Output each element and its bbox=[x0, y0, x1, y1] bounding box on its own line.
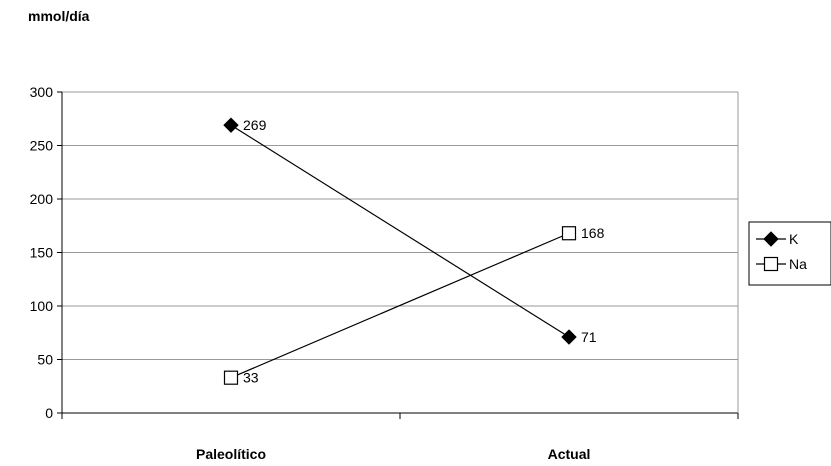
legend-label: K bbox=[789, 231, 799, 247]
series-k: 269 71 bbox=[223, 117, 597, 345]
legend-item-na: Na bbox=[756, 256, 807, 272]
series-line-k bbox=[230, 124, 570, 338]
data-point-k bbox=[561, 329, 577, 345]
x-category-labels: Paleolítico Actual bbox=[61, 413, 739, 462]
y-axis-unit-label: mmol/día bbox=[28, 8, 90, 24]
series-lines: 269 71 33 168 bbox=[223, 117, 605, 386]
legend-marker-k bbox=[763, 231, 779, 247]
data-point-na bbox=[561, 226, 577, 241]
y-tick-label: 200 bbox=[30, 191, 54, 207]
x-category-label: Actual bbox=[548, 446, 591, 462]
data-point-k bbox=[223, 117, 239, 133]
data-label-na: 168 bbox=[581, 225, 605, 241]
x-category-label: Paleolítico bbox=[196, 446, 266, 462]
y-tick-label: 50 bbox=[37, 352, 53, 368]
y-tick-label: 100 bbox=[30, 298, 54, 314]
gridlines bbox=[62, 91, 738, 360]
legend: K Na bbox=[748, 221, 831, 286]
y-tick-labels: 0 50 100 150 200 250 300 bbox=[30, 84, 62, 421]
y-tick-label: 150 bbox=[30, 245, 54, 261]
legend-marker-na bbox=[763, 256, 779, 272]
y-tick-label: 250 bbox=[30, 138, 54, 154]
series-na: 33 168 bbox=[223, 225, 605, 386]
y-tick-label: 300 bbox=[30, 84, 54, 100]
series-line-na bbox=[230, 232, 570, 379]
data-label-k: 269 bbox=[243, 117, 267, 133]
data-label-k: 71 bbox=[581, 329, 597, 345]
y-tick-label: 0 bbox=[45, 405, 53, 421]
data-label-na: 33 bbox=[243, 370, 259, 386]
legend-label: Na bbox=[789, 256, 807, 272]
data-point-na bbox=[223, 370, 239, 385]
legend-box bbox=[748, 221, 831, 286]
legend-item-k: K bbox=[756, 231, 799, 247]
